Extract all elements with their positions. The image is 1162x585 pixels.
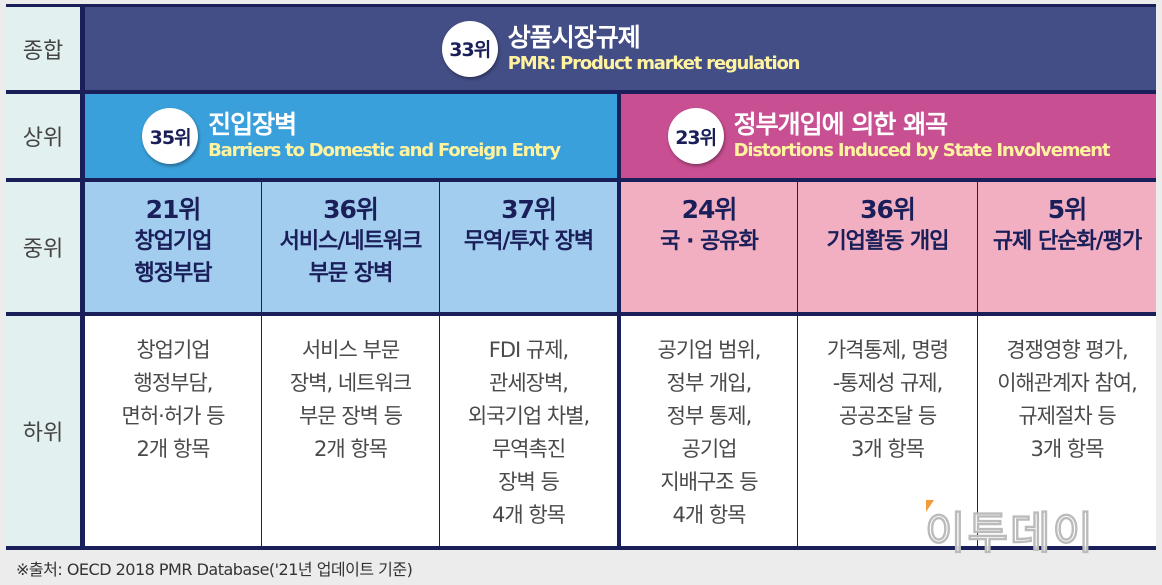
overall-title-kr: 상품시장규제 bbox=[507, 22, 641, 52]
overall-heading: 33위 상품시장규제 PMR: Product market regulatio… bbox=[441, 20, 801, 77]
lower-cell: 가격통제, 명령 -통제성 규제, 공공조달 등 3개 항목 bbox=[798, 316, 977, 546]
row-label-text: 종합 bbox=[22, 38, 64, 64]
middle-name: 서비스/네트워크 부문 장벽 bbox=[279, 229, 423, 286]
watermark: 이투데이 bbox=[925, 508, 1095, 560]
row-label-upper: 상위 bbox=[6, 94, 80, 178]
rank-badge: 33위 bbox=[441, 20, 498, 77]
row-label-lower: 하위 bbox=[6, 316, 80, 546]
middle-name: 국 · 공유화 bbox=[660, 229, 759, 254]
upper-title-kr: 진입장벽 bbox=[208, 110, 297, 139]
lower-cell: 경쟁영향 평가, 이해관계자 참여, 규제절차 등 3개 항목 bbox=[978, 316, 1156, 546]
rank-badge: 35위 bbox=[142, 108, 199, 164]
lower-cell: FDI 규제, 관세장벽, 외국기업 차별, 무역촉진 장벽 등 4개 항목 bbox=[440, 316, 617, 546]
middle-name: 창업기업 행정부담 bbox=[134, 229, 213, 286]
source-note: ※출처: OECD 2018 PMR Database('21년 업데이트 기준… bbox=[16, 560, 413, 579]
upper-heading: 23위 정부개입에 의한 왜곡 Distortions Induced by S… bbox=[667, 108, 1111, 164]
lower-cell: 공기업 범위, 정부 개입, 정부 통제, 공기업 지배구조 등 4개 항목 bbox=[621, 316, 797, 546]
row-label-middle: 중위 bbox=[6, 182, 80, 312]
overall-cell: 33위 상품시장규제 PMR: Product market regulatio… bbox=[85, 7, 1156, 90]
upper-cell-state-distortions: 23위 정부개입에 의한 왜곡 Distortions Induced by S… bbox=[621, 94, 1156, 178]
middle-cell: 37위 무역/투자 장벽 bbox=[440, 182, 617, 312]
upper-heading: 35위 진입장벽 Barriers to Domestic and Foreig… bbox=[142, 108, 561, 164]
middle-cell: 21위 창업기업 행정부담 bbox=[85, 182, 261, 312]
middle-cell: 24위 국 · 공유화 bbox=[621, 182, 797, 312]
pmr-ranking-table: 종합 상위 중위 하위 33위 상품시장규제 PMR: Product mark… bbox=[6, 4, 1156, 550]
middle-rank: 36위 bbox=[323, 195, 379, 224]
middle-cell: 5위 규제 단순화/평가 bbox=[978, 182, 1156, 312]
lower-cell: 창업기업 행정부담, 면허·허가 등 2개 항목 bbox=[85, 316, 261, 546]
row-label-text: 중위 bbox=[22, 237, 64, 262]
upper-cell-entry-barriers: 35위 진입장벽 Barriers to Domestic and Foreig… bbox=[85, 94, 617, 178]
upper-title-kr: 정부개입에 의한 왜곡 bbox=[733, 110, 948, 139]
middle-rank: 36위 bbox=[860, 195, 916, 224]
row-label-overall: 종합 bbox=[6, 7, 80, 90]
rank-badge: 23위 bbox=[667, 108, 724, 164]
middle-rank: 5위 bbox=[1047, 195, 1087, 224]
upper-title-en: Distortions Induced by State Involvement bbox=[733, 140, 1111, 161]
overall-title-en: PMR: Product market regulation bbox=[507, 52, 801, 74]
middle-name: 규제 단순화/평가 bbox=[992, 229, 1142, 254]
middle-rank: 37위 bbox=[501, 195, 557, 224]
middle-name: 기업활동 개입 bbox=[826, 229, 949, 254]
middle-rank: 24위 bbox=[681, 195, 738, 224]
row-label-text: 상위 bbox=[22, 126, 64, 151]
watermark-logo-icon bbox=[926, 500, 934, 512]
lower-cell: 서비스 부문 장벽, 네트워크 부문 장벽 등 2개 항목 bbox=[262, 316, 439, 546]
middle-cell: 36위 기업활동 개입 bbox=[798, 182, 977, 312]
middle-name: 무역/투자 장벽 bbox=[463, 229, 594, 254]
upper-title-en: Barriers to Domestic and Foreign Entry bbox=[208, 140, 561, 161]
middle-rank: 21위 bbox=[145, 195, 202, 224]
middle-cell: 36위 서비스/네트워크 부문 장벽 bbox=[262, 182, 439, 312]
row-label-text: 하위 bbox=[22, 421, 64, 446]
